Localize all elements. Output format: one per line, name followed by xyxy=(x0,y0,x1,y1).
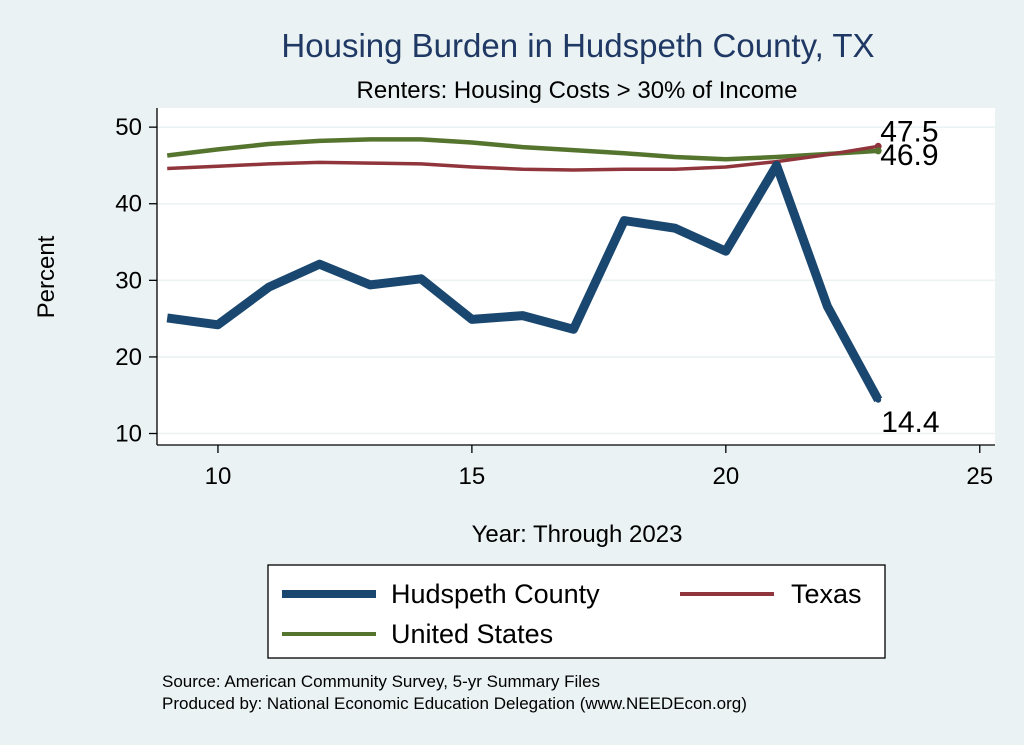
end-marker-hudspeth xyxy=(875,396,882,403)
end-label-hudspeth: 14.4 xyxy=(881,406,939,439)
y-tick-label-10: 10 xyxy=(115,421,142,448)
y-tick-label-20: 20 xyxy=(115,344,142,371)
x-tick-label-10: 10 xyxy=(205,463,232,490)
legend-box xyxy=(267,564,886,659)
y-tick-label-50: 50 xyxy=(115,114,142,141)
end-label-texas: 47.5 xyxy=(880,115,938,148)
series-line-texas xyxy=(167,144,879,172)
gridlines xyxy=(157,126,995,435)
y-tick-label-40: 40 xyxy=(115,191,142,218)
legend-label-hudspeth: Hudspeth County xyxy=(391,579,600,609)
y-tick-label-30: 30 xyxy=(115,267,142,294)
legend: Hudspeth County Texas United States xyxy=(267,564,886,659)
chart-title: Housing Burden in Hudspeth County, TX xyxy=(281,27,874,64)
x-ticks: 10 15 20 25 xyxy=(205,445,993,490)
end-marker-united-states xyxy=(874,147,882,155)
series-lines xyxy=(166,137,883,402)
axes xyxy=(156,108,995,446)
x-tick-label-15: 15 xyxy=(459,463,486,490)
source-note: Source: American Community Survey, 5-yr … xyxy=(162,672,600,691)
y-axis-title: Percent xyxy=(33,235,60,318)
series-line-hudspeth xyxy=(166,160,883,402)
legend-label-united-states: United States xyxy=(391,619,553,649)
x-tick-label-20: 20 xyxy=(712,463,739,490)
y-ticks: 10 20 30 40 50 xyxy=(115,114,157,448)
produced-by-note: Produced by: National Economic Education… xyxy=(162,694,747,713)
legend-label-texas: Texas xyxy=(791,579,862,609)
x-tick-label-25: 25 xyxy=(966,463,993,490)
series-line-united-states xyxy=(166,137,879,162)
end-labels: 14.4 47.546.9 xyxy=(874,115,940,439)
end-label-united-states: 46.9 xyxy=(880,139,938,172)
x-axis-title: Year: Through 2023 xyxy=(472,521,683,548)
chart-subtitle: Renters: Housing Costs > 30% of Income xyxy=(357,77,798,104)
